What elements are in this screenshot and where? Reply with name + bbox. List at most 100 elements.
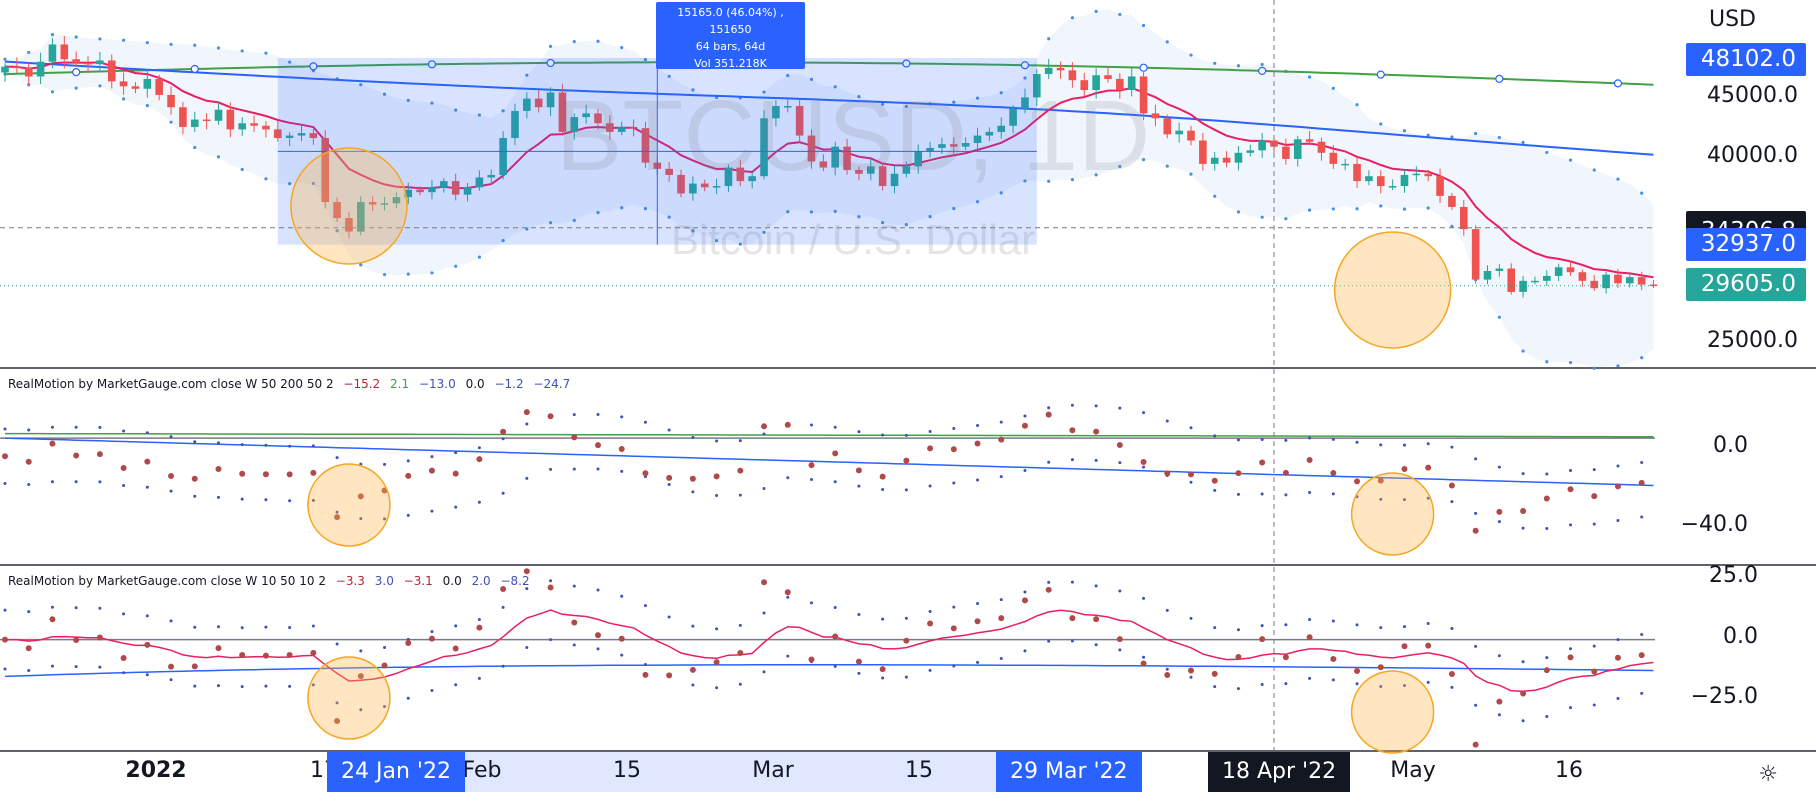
indicator-1-band-dot	[525, 422, 529, 426]
candle-body	[1471, 229, 1480, 280]
indicator-1-value-dot	[1638, 479, 1645, 486]
indicator-2-band-dot	[27, 610, 31, 614]
band-lower-dot	[1094, 173, 1098, 177]
indicator-2-band-dot	[1142, 655, 1146, 659]
indicator-2-band-dot	[596, 588, 600, 592]
band-lower-dot	[1260, 215, 1264, 219]
candle-body	[1305, 139, 1314, 142]
indicator-2-band-dot	[1592, 644, 1596, 648]
indicator-2-band-dot	[1118, 589, 1122, 593]
indicator-2-value-dot	[1401, 643, 1408, 650]
band-lower-dot	[786, 210, 790, 214]
indicator-1-band-dot	[501, 491, 505, 495]
band-lower-dot	[193, 145, 197, 150]
measure-bars: 64 bars, 64d	[695, 40, 766, 53]
indicator-1-band-dot	[572, 413, 576, 417]
candle-body	[368, 202, 377, 205]
date-chip-measure-start: 24 Jan '22	[327, 752, 465, 792]
indicator-1-value-dot	[1164, 470, 1171, 477]
indicator-2-band-dot	[1426, 680, 1430, 684]
indicator-1-value-dot	[1211, 477, 1218, 484]
indicator-2-value-dot	[808, 656, 815, 663]
band-upper-dot	[833, 85, 837, 89]
band-upper-dot	[952, 100, 956, 104]
indicator-1-band-dot	[1284, 438, 1288, 442]
indicator-2-band-dot	[691, 683, 695, 687]
ma-slow-marker	[190, 64, 199, 74]
indicator-2-band-dot	[335, 642, 339, 646]
indicator-2-band-dot	[1450, 685, 1454, 689]
indicator-1-band-dot	[383, 517, 387, 521]
indicator-1-band-dot	[193, 440, 197, 444]
band-upper-dot	[975, 96, 980, 100]
band-lower-dot	[1070, 178, 1074, 182]
currency-label[interactable]: USD	[1708, 7, 1756, 32]
ma-slow-marker	[309, 62, 318, 71]
band-upper-dot	[1568, 158, 1573, 162]
indicator-1-band-dot	[288, 499, 292, 503]
indicator-2-value-dot	[595, 632, 601, 639]
candle-body	[582, 113, 590, 118]
candle-body	[866, 166, 875, 174]
indicator-2-value-dot	[452, 645, 459, 652]
indicator-2-band-dot	[1118, 648, 1122, 652]
indicator-2-value-dot	[1354, 668, 1361, 675]
indicator-1-band-dot	[833, 425, 837, 429]
indicator-1-band-dot	[620, 469, 624, 473]
indicator-1-band-dot	[1047, 460, 1051, 464]
indicator-2-value-dot	[1377, 664, 1384, 671]
candle-body	[48, 44, 57, 62]
indicator-1-band-dot	[1545, 527, 1549, 531]
indicator-1-band-dot	[74, 480, 78, 484]
indicator-2-band-dot	[1308, 676, 1312, 680]
indicator-2-band-dot	[74, 606, 78, 610]
indicator-2-value-dot	[1021, 597, 1028, 604]
indicator-value: −13.0	[418, 377, 456, 391]
candle-body	[1270, 140, 1278, 147]
indicator-2-band-dot	[454, 624, 458, 628]
indicator-2-band-dot	[1355, 623, 1359, 627]
band-upper-dot	[1308, 75, 1312, 79]
indicator-1-value-dot	[1377, 477, 1384, 484]
ma-slow-marker	[72, 68, 81, 77]
indicator-2-legend[interactable]: RealMotion by MarketGauge.com close W 10…	[8, 574, 530, 588]
indicator-1-value-dot	[120, 464, 127, 471]
indicator-1-band-dot	[1450, 445, 1454, 449]
indicator-2-value-dot	[713, 659, 720, 666]
candle-body	[961, 142, 970, 147]
indicator-2-band-dot	[288, 626, 292, 630]
indicator-1-value-dot	[879, 473, 886, 480]
band-lower-dot	[1355, 207, 1359, 211]
indicator-1-value-dot	[239, 470, 246, 477]
indicator-1-band-dot	[454, 505, 458, 509]
candle-body	[523, 98, 531, 111]
band-lower-dot	[1402, 207, 1407, 211]
indicator-1-legend[interactable]: RealMotion by MarketGauge.com close W 50…	[8, 377, 570, 391]
candle-body	[380, 203, 389, 205]
candle-body	[511, 110, 519, 139]
indicator-1-band-dot	[762, 486, 766, 490]
candle-body	[1104, 75, 1112, 79]
indicator-1-value-dot	[215, 466, 222, 473]
candle-body	[760, 118, 768, 177]
band-lower-dot	[74, 86, 78, 90]
measure-change: 15165.0 (46.04%) , 151650	[677, 6, 784, 36]
indicator-1-band-dot	[1165, 419, 1169, 423]
indicator-1-value-dot	[642, 470, 649, 477]
gear-icon[interactable]: ☼	[1758, 762, 1778, 787]
highlight-circle	[307, 656, 391, 740]
indicator-2-value-dot	[310, 649, 317, 656]
indicator-1-value-dot	[1567, 486, 1574, 493]
indicator-1-band-dot	[169, 435, 173, 439]
indicator-1-band-dot	[1331, 437, 1335, 441]
indicator-1-value-dot	[761, 423, 768, 430]
indicator-2-value-dot	[618, 635, 625, 642]
indicator-2-band-dot	[1545, 656, 1549, 660]
candle-body	[1483, 270, 1492, 280]
indicator-1-band-dot	[1592, 522, 1596, 526]
band-upper-dot	[240, 49, 244, 53]
candle-body	[1210, 157, 1219, 164]
candle-body	[1258, 140, 1266, 151]
indicator-2-value-dot	[168, 663, 175, 670]
